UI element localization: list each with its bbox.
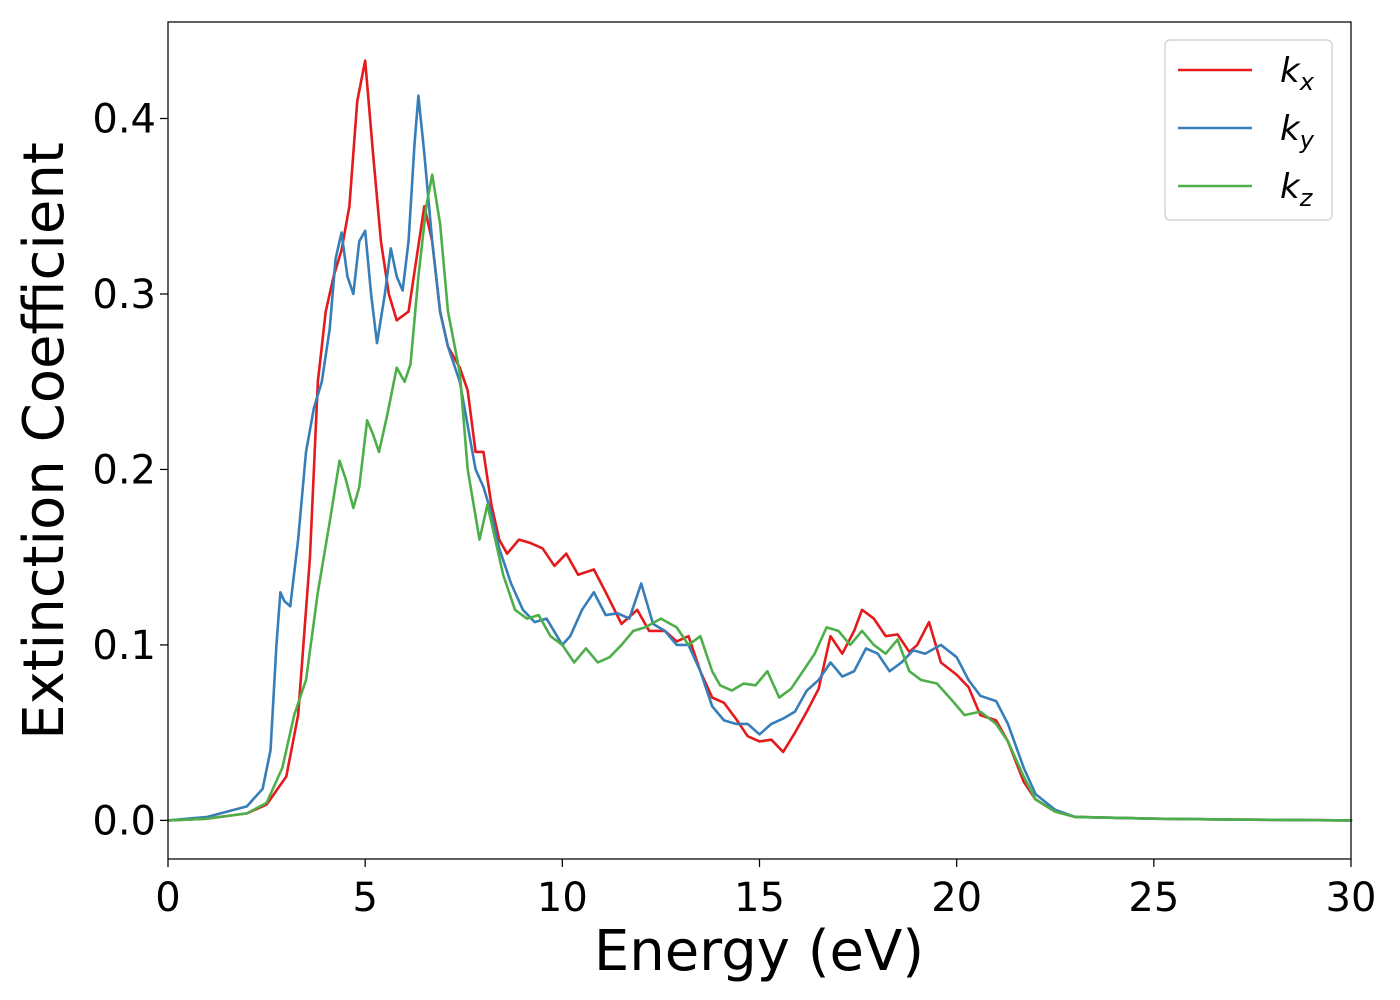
x-tick-label: 15 — [734, 875, 785, 921]
series-line-x — [166, 59, 1353, 822]
legend-label-y: ky — [1280, 109, 1315, 154]
x-tick-label: 25 — [1128, 875, 1179, 921]
y-tick-label: 0.2 — [92, 447, 156, 493]
x-axis-title: Energy (eV) — [594, 919, 924, 984]
y-tick-label: 0.3 — [92, 272, 156, 318]
legend-box — [1164, 39, 1333, 221]
x-tick-label: 5 — [352, 875, 377, 921]
legend: kx ky kz — [1164, 39, 1333, 221]
x-tick-label: 0 — [155, 875, 180, 921]
series-line-z — [166, 173, 1353, 822]
legend-label-z: kz — [1280, 167, 1314, 212]
x-axis-ticks: 0 5 10 15 20 25 30 — [155, 859, 1376, 921]
x-tick-label: 10 — [537, 875, 588, 921]
y-tick-label: 0.0 — [92, 798, 156, 844]
legend-label-x: kx — [1280, 51, 1315, 96]
series-layer — [166, 59, 1353, 822]
y-axis-ticks: 0.0 0.1 0.2 0.3 0.4 — [92, 97, 168, 844]
x-tick-label: 20 — [931, 875, 982, 921]
x-tick-label: 30 — [1326, 875, 1377, 921]
y-axis-title: Extinction Coefficient — [12, 142, 77, 740]
y-tick-label: 0.1 — [92, 623, 156, 669]
y-tick-label: 0.4 — [92, 97, 156, 143]
series-line-y — [166, 94, 1353, 822]
